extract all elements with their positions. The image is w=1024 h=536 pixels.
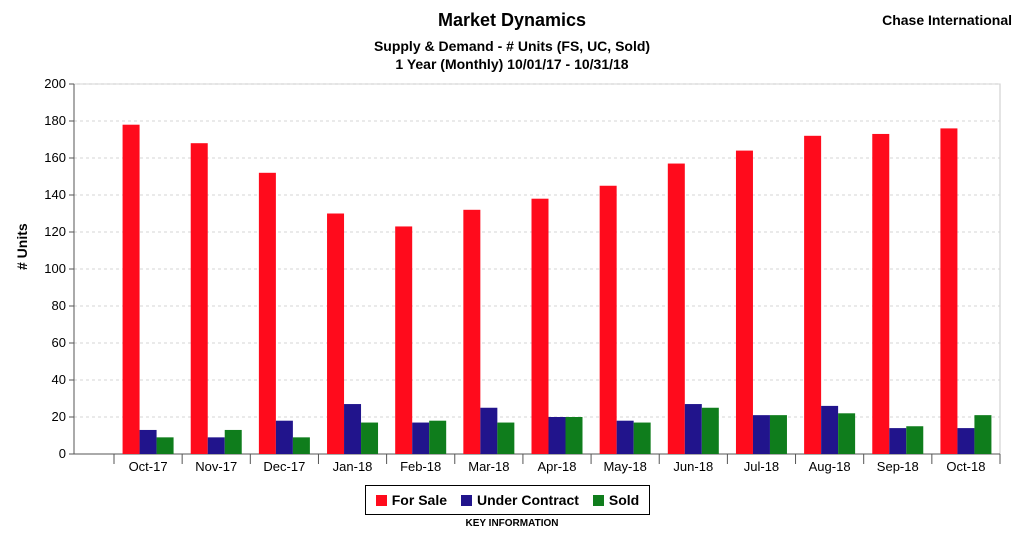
bar-for-sale (463, 209, 481, 454)
bar-under-contract (480, 407, 498, 454)
x-tick-label: Aug-18 (809, 459, 851, 474)
bar-for-sale (872, 133, 890, 454)
bar-for-sale (735, 150, 753, 454)
bar-for-sale (122, 124, 140, 454)
x-tick-label: Oct-17 (129, 459, 168, 474)
legend-caption: KEY INFORMATION (465, 518, 559, 529)
y-tick-label: 180 (44, 113, 66, 128)
x-tick-label: Sep-18 (877, 459, 919, 474)
y-tick-label: 120 (44, 224, 66, 239)
x-tick-label: Mar-18 (468, 459, 509, 474)
x-tick-label: Jan-18 (333, 459, 373, 474)
bar-sold (497, 422, 515, 454)
legend-swatch-for-sale (375, 494, 387, 506)
y-tick-label: 20 (52, 409, 66, 424)
x-tick-label: Feb-18 (400, 459, 441, 474)
bar-under-contract (889, 428, 907, 454)
bar-for-sale (940, 128, 958, 454)
x-tick-label: Apr-18 (537, 459, 576, 474)
y-tick-label: 140 (44, 187, 66, 202)
bar-for-sale (599, 185, 617, 454)
bar-sold (906, 426, 924, 454)
bar-for-sale (190, 143, 208, 454)
bar-sold (974, 415, 992, 454)
y-tick-label: 100 (44, 261, 66, 276)
y-tick-label: 40 (52, 372, 66, 387)
bar-sold (224, 429, 242, 454)
x-tick-label: Jul-18 (744, 459, 779, 474)
bar-sold (156, 437, 174, 454)
y-tick-label: 60 (52, 335, 66, 350)
legend-item-under-contract: Under Contract (461, 492, 579, 508)
bar-under-contract (821, 405, 839, 454)
x-tick-label: Oct-18 (946, 459, 985, 474)
brand-name: Chase International (882, 12, 1012, 28)
bar-under-contract (139, 429, 157, 454)
bar-under-contract (207, 437, 225, 454)
legend-item-for-sale: For Sale (375, 492, 447, 508)
legend-label: For Sale (391, 492, 447, 508)
bar-sold (838, 413, 856, 454)
x-tick-label: May-18 (603, 459, 646, 474)
bar-under-contract (957, 428, 975, 454)
x-tick-label: Jun-18 (673, 459, 713, 474)
legend-label: Sold (608, 492, 640, 508)
bar-sold (361, 422, 379, 454)
bar-under-contract (412, 422, 430, 454)
chart-subtitle: Supply & Demand - # Units (FS, UC, Sold) (373, 38, 651, 54)
bar-sold (701, 407, 719, 454)
bar-sold (292, 437, 310, 454)
legend-label: Under Contract (477, 492, 579, 508)
bar-for-sale (395, 226, 413, 454)
chart-date-range: 1 Year (Monthly) 10/01/17 - 10/31/18 (395, 56, 629, 72)
y-tick-label: 200 (44, 76, 66, 91)
y-tick-label: 160 (44, 150, 66, 165)
bar-for-sale (667, 163, 685, 455)
x-tick-label: Dec-17 (263, 459, 305, 474)
legend-swatch-sold (592, 494, 604, 506)
bar-sold (565, 417, 583, 454)
bar-under-contract (548, 417, 566, 454)
x-tick-label: Nov-17 (195, 459, 237, 474)
bar-for-sale (804, 135, 822, 455)
bar-under-contract (752, 415, 770, 454)
bar-sold (429, 420, 447, 454)
bar-sold (769, 415, 787, 454)
legend-item-sold: Sold (592, 492, 640, 508)
bar-under-contract (275, 420, 293, 454)
bar-sold (633, 422, 651, 454)
bar-under-contract (616, 420, 634, 454)
legend-swatch-under-contract (461, 494, 472, 506)
chart-title: Market Dynamics (437, 10, 587, 30)
bar-under-contract (344, 404, 362, 454)
legend: For Sale Under Contract Sold (365, 485, 650, 515)
bar-for-sale (327, 213, 345, 454)
y-tick-label: 0 (59, 446, 66, 461)
bar-under-contract (684, 404, 702, 454)
y-tick-label: 80 (52, 298, 66, 313)
bar-for-sale (531, 198, 549, 454)
bar-for-sale (258, 172, 276, 455)
